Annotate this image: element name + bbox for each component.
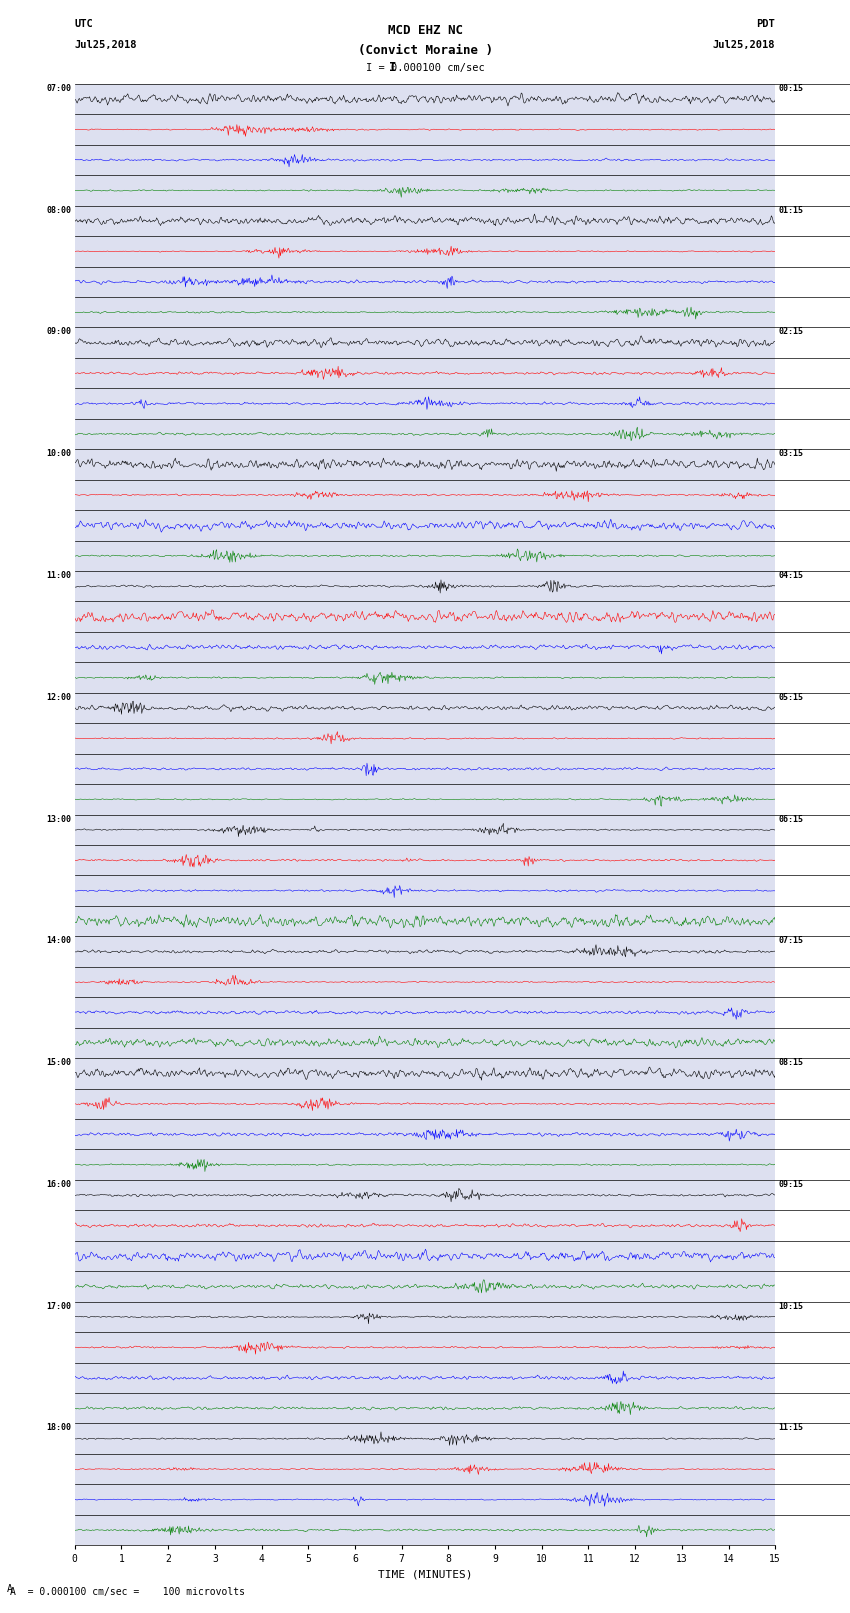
- Text: 11:15: 11:15: [779, 1424, 803, 1432]
- Text: MCD EHZ NC: MCD EHZ NC: [388, 24, 462, 37]
- Text: 05:15: 05:15: [779, 694, 803, 702]
- Text: 18:00: 18:00: [47, 1424, 71, 1432]
- Text: Jul25,2018: Jul25,2018: [75, 40, 138, 50]
- Text: 04:15: 04:15: [779, 571, 803, 581]
- Text: Jul25,2018: Jul25,2018: [712, 40, 775, 50]
- Text: 06:15: 06:15: [779, 815, 803, 824]
- Text: 14:00: 14:00: [47, 936, 71, 945]
- Text: 08:15: 08:15: [779, 1058, 803, 1068]
- Text: (Convict Moraine ): (Convict Moraine ): [358, 44, 492, 56]
- Text: 13:00: 13:00: [47, 815, 71, 824]
- Text: I: I: [389, 61, 396, 74]
- Text: 02:15: 02:15: [779, 327, 803, 337]
- Text: 11:00: 11:00: [47, 571, 71, 581]
- X-axis label: TIME (MINUTES): TIME (MINUTES): [377, 1569, 473, 1579]
- Text: 10:00: 10:00: [47, 448, 71, 458]
- Text: A: A: [7, 1584, 13, 1594]
- Text: 17:00: 17:00: [47, 1302, 71, 1311]
- Text: PDT: PDT: [756, 19, 775, 29]
- Text: 01:15: 01:15: [779, 206, 803, 215]
- Text: 08:00: 08:00: [47, 206, 71, 215]
- Text: 09:00: 09:00: [47, 327, 71, 337]
- Text: 12:00: 12:00: [47, 694, 71, 702]
- Text: A  = 0.000100 cm/sec =    100 microvolts: A = 0.000100 cm/sec = 100 microvolts: [10, 1587, 245, 1597]
- Text: I = 0.000100 cm/sec: I = 0.000100 cm/sec: [366, 63, 484, 73]
- Text: 09:15: 09:15: [779, 1181, 803, 1189]
- Text: UTC: UTC: [75, 19, 94, 29]
- Text: 15:00: 15:00: [47, 1058, 71, 1068]
- Text: 10:15: 10:15: [779, 1302, 803, 1311]
- Text: 07:00: 07:00: [47, 84, 71, 94]
- Text: 16:00: 16:00: [47, 1181, 71, 1189]
- Text: 00:15: 00:15: [779, 84, 803, 94]
- Text: 03:15: 03:15: [779, 448, 803, 458]
- Text: 07:15: 07:15: [779, 936, 803, 945]
